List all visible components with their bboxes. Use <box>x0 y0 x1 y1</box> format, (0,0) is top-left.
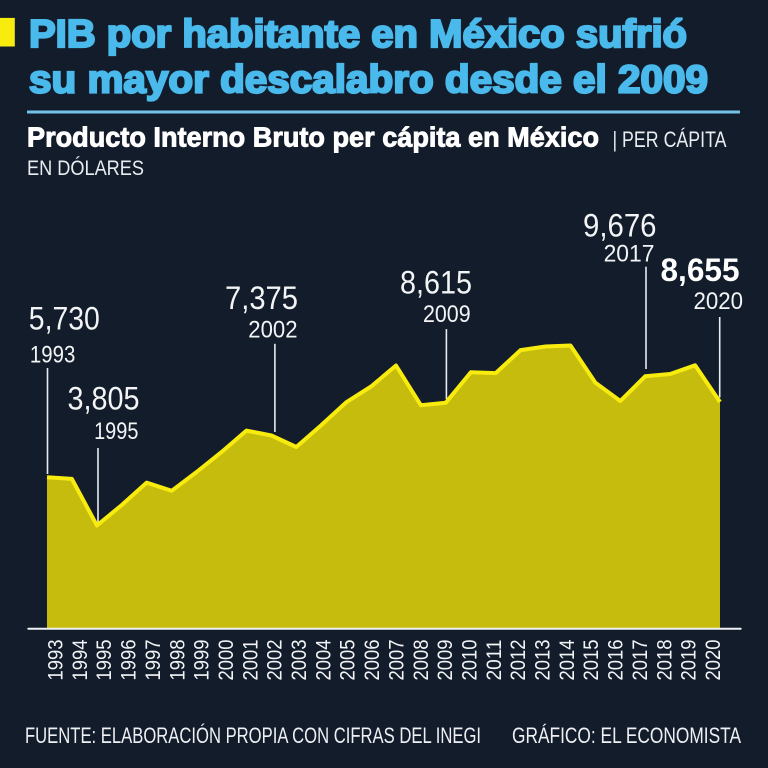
svg-text:2015: 2015 <box>580 640 603 681</box>
svg-text:2017: 2017 <box>629 640 652 681</box>
svg-text:8,655: 8,655 <box>661 252 740 288</box>
svg-text:2000: 2000 <box>215 640 238 681</box>
svg-text:2011: 2011 <box>483 640 506 681</box>
svg-text:2010: 2010 <box>459 640 482 681</box>
svg-text:2004: 2004 <box>312 639 335 680</box>
svg-text:2006: 2006 <box>361 640 384 681</box>
svg-text:5,730: 5,730 <box>29 301 100 337</box>
svg-text:2002: 2002 <box>264 640 287 681</box>
svg-text:2014: 2014 <box>556 639 579 680</box>
svg-text:2007: 2007 <box>385 640 408 681</box>
svg-text:2003: 2003 <box>288 640 311 681</box>
svg-text:1995: 1995 <box>93 640 116 681</box>
svg-text:1993: 1993 <box>45 640 68 681</box>
svg-text:2009: 2009 <box>434 640 457 681</box>
svg-text:2008: 2008 <box>410 640 433 681</box>
svg-text:EN DÓLARES: EN DÓLARES <box>27 157 144 180</box>
svg-text:1995: 1995 <box>94 418 138 445</box>
svg-text:2012: 2012 <box>507 640 530 681</box>
svg-text:3,805: 3,805 <box>68 380 140 416</box>
svg-text:7,375: 7,375 <box>225 280 298 316</box>
svg-text:1997: 1997 <box>142 640 165 681</box>
svg-text:2018: 2018 <box>653 640 676 681</box>
svg-text:2016: 2016 <box>605 640 628 681</box>
svg-text:2002: 2002 <box>248 317 297 344</box>
svg-text:FUENTE: ELABORACIÓN PROPIA CON: FUENTE: ELABORACIÓN PROPIA CON CIFRAS DE… <box>25 723 481 748</box>
svg-text:2001: 2001 <box>239 640 262 681</box>
svg-text:1993: 1993 <box>30 342 75 369</box>
svg-text:1999: 1999 <box>191 640 214 681</box>
svg-text:1998: 1998 <box>166 640 189 681</box>
svg-text:su mayor descalabro desde el 2: su mayor descalabro desde el 2009 <box>29 59 708 102</box>
svg-text:Producto Interno Bruto per cáp: Producto Interno Bruto per cápita en Méx… <box>27 121 599 152</box>
svg-text:PIB por habitante en México su: PIB por habitante en México sufrió <box>29 13 687 56</box>
svg-text:GRÁFICO: EL ECONOMISTA: GRÁFICO: EL ECONOMISTA <box>512 723 741 748</box>
svg-text:2013: 2013 <box>532 640 555 681</box>
svg-text:2019: 2019 <box>678 640 701 681</box>
svg-text:9,676: 9,676 <box>583 208 657 244</box>
svg-text:1996: 1996 <box>118 640 141 681</box>
svg-text:2020: 2020 <box>694 288 744 315</box>
svg-text:8,615: 8,615 <box>400 265 472 301</box>
svg-text:| PER CÁPITA: | PER CÁPITA <box>613 127 727 152</box>
svg-text:2020: 2020 <box>702 640 725 681</box>
svg-text:2009: 2009 <box>423 301 471 328</box>
svg-text:1994: 1994 <box>69 639 92 680</box>
svg-text:2005: 2005 <box>337 640 360 681</box>
svg-text:2017: 2017 <box>604 240 655 267</box>
